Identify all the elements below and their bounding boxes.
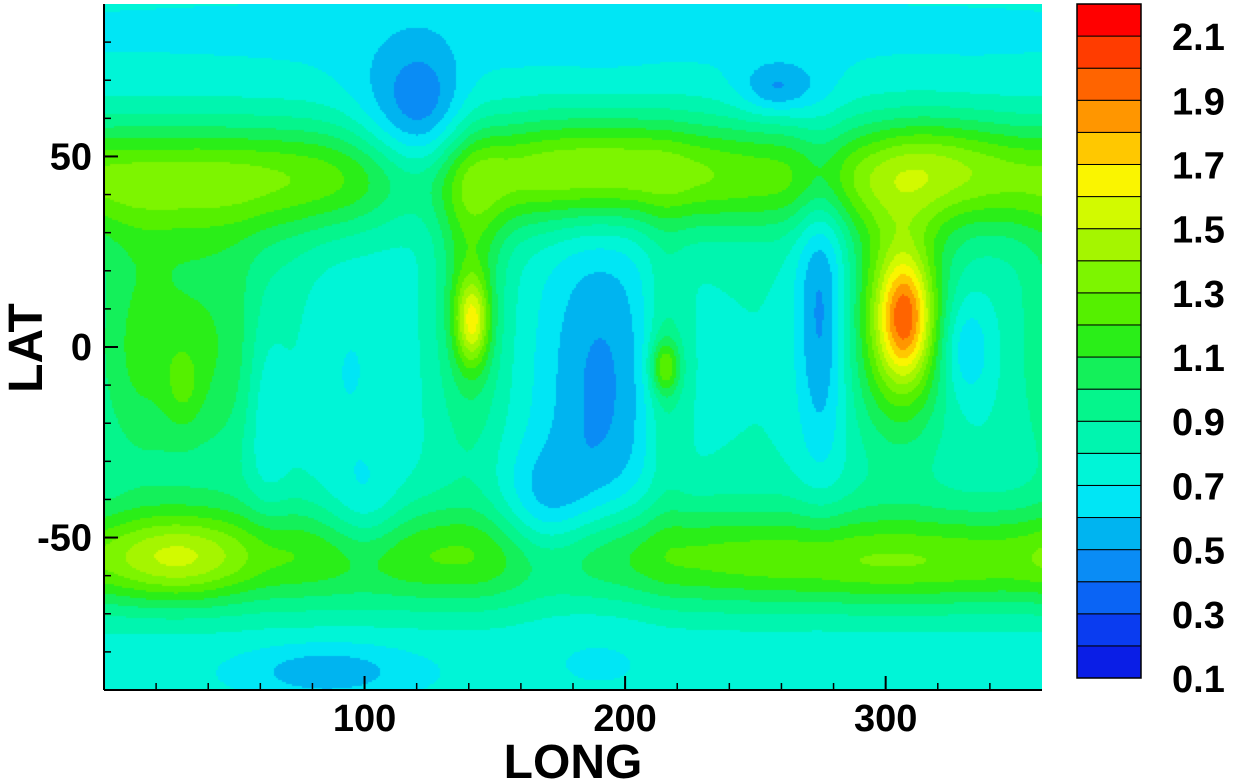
y-tick-label: 0 <box>71 327 92 369</box>
colorbar-legend: 2.1 1.9 1.7 1.5 1.3 1.1 0.9 0.7 0.5 0.3 0.1 <box>1076 3 1225 701</box>
colorbar-frame <box>1076 3 1142 679</box>
colorbar-swatch <box>1076 260 1142 294</box>
colorbar-swatch <box>1076 35 1142 69</box>
colorbar-swatch <box>1076 452 1142 486</box>
colorbar-tick-label: 0.9 <box>1172 402 1225 444</box>
colorbar-swatch <box>1076 292 1142 326</box>
colorbar-swatch <box>1076 388 1142 422</box>
y-tick-label: 50 <box>50 136 92 178</box>
colorbar-swatch <box>1076 517 1142 551</box>
colorbar-tick-label: 1.1 <box>1172 338 1225 380</box>
colorbar-swatch <box>1076 324 1142 358</box>
plot-area <box>103 4 1042 691</box>
x-tick-label: 100 <box>333 698 396 740</box>
colorbar-tick-label: 0.7 <box>1172 466 1225 508</box>
colorbar-tick-label: 1.3 <box>1172 274 1225 316</box>
colorbar-tick-label: 2.1 <box>1172 17 1225 59</box>
colorbar-swatch <box>1076 645 1142 679</box>
y-tick-label: -50 <box>37 518 92 560</box>
colorbar-swatch <box>1076 420 1142 454</box>
colorbar-tick-label: 0.1 <box>1172 659 1225 701</box>
colorbar-tick-label: 1.5 <box>1172 210 1225 252</box>
contour-field <box>104 4 1042 690</box>
colorbar-tick-label: 1.9 <box>1172 81 1225 123</box>
x-tick-label: 200 <box>593 698 656 740</box>
colorbar-swatch <box>1076 99 1142 133</box>
colorbar-swatch <box>1076 131 1142 165</box>
colorbar-swatch <box>1076 613 1142 647</box>
colorbar-swatch <box>1076 484 1142 519</box>
colorbar-swatch <box>1076 3 1142 37</box>
colorbar-swatch <box>1076 196 1142 230</box>
colorbar-swatch <box>1076 163 1142 198</box>
colorbar-swatch <box>1076 581 1142 615</box>
y-axis-title: LAT <box>0 303 53 393</box>
colorbar-tick-label: 0.3 <box>1172 595 1225 637</box>
x-axis-title: LONG <box>504 736 643 783</box>
colorbar-swatch <box>1076 67 1142 101</box>
colorbar-swatch <box>1076 228 1142 262</box>
x-axis: 100 200 300 <box>155 676 991 740</box>
colorbar-swatch <box>1076 356 1142 390</box>
colorbar-tick-label: 1.7 <box>1172 145 1225 187</box>
y-axis: 50 0 -50 <box>37 41 118 653</box>
colorbar-tick-label: 0.5 <box>1172 531 1225 573</box>
x-tick-label: 300 <box>854 698 917 740</box>
colorbar-swatch <box>1076 549 1142 583</box>
